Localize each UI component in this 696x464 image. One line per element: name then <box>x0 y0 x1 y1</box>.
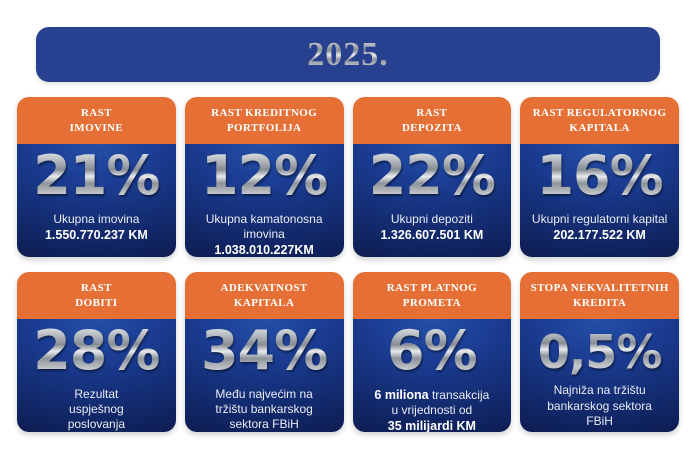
stat-card-body: 16% Ukupni regulatorni kapital 202.177.52… <box>520 144 679 257</box>
stat-desc-line: 6 miliona transakcija <box>374 387 490 402</box>
stat-card-rast-regulatornog-kapitala: RAST REGULATORNOG KAPITALA 16% Ukupni reg… <box>520 97 679 257</box>
stat-desc-line: bankarskog sektora <box>547 398 652 413</box>
stat-card-header: RAST DEPOZITA <box>352 97 512 144</box>
stat-desc-line: Među najvećim na <box>215 386 313 401</box>
stat-desc-line: u vrijednosti od <box>391 403 473 418</box>
stats-grid: RAST IMOVINE 21% Ukupna imovina 1.550.770.… <box>0 97 696 432</box>
stat-desc-line: Ukupna kamatonosna imovina <box>205 211 323 242</box>
stat-description: Ukupna kamatonosna imovina 1.038.010.227K… <box>185 212 344 257</box>
stat-value: 22% <box>368 144 496 207</box>
year-title: 2025. <box>307 35 389 73</box>
stat-value: 0,5% <box>537 325 663 379</box>
stat-desc-line: uspješnog <box>69 402 124 417</box>
stat-card-header: RAST IMOVINE <box>17 97 176 144</box>
stat-card-body: 12% Ukupna kamatonosna imovina 1.038.010.… <box>184 144 344 257</box>
stat-value: 21% <box>33 144 160 207</box>
stat-description: Ukupni regulatorni kapital 202.177.522 KM <box>529 212 670 244</box>
stat-card-body: 28% Rezultat uspješnog poslovanja <box>17 319 176 432</box>
stat-value: 6% <box>387 319 478 382</box>
stat-card-body: 0,5% Najniža na tržištu bankarskog sektor… <box>520 319 679 432</box>
stat-desc-line: Ukupni depoziti <box>390 211 473 226</box>
stat-desc-line: Najniža na tržištu <box>553 383 646 398</box>
stat-card-header: STOPA NEKVALITETNIH KREDITA <box>520 272 679 319</box>
stat-card-header: RAST REGULATORNOG KAPITALA <box>520 97 679 144</box>
stat-value: 34% <box>200 319 328 382</box>
stat-description: 6 miliona transakcija u vrijednosti od 35 … <box>371 387 492 432</box>
stat-card-rast-dobiti: RAST DOBITI 28% Rezultat uspješnog poslovan… <box>17 272 176 432</box>
year-banner: 2025. <box>36 27 660 82</box>
stat-card-rast-kreditnog-portfolija: RAST KREDITNOG PORTFOLIJA 12% Ukupna kama… <box>184 97 344 257</box>
stat-description: Najniža na tržištu bankarskog sektora FBiH <box>544 383 655 429</box>
stat-card-rast-imovine: RAST IMOVINE 21% Ukupna imovina 1.550.770.… <box>17 97 176 257</box>
stat-card-body: 21% Ukupna imovina 1.550.770.237 KM <box>17 144 176 257</box>
stat-desc-line: 1.038.010.227KM <box>214 243 314 257</box>
stat-card-body: 22% Ukupni depoziti 1.326.607.501 KM <box>352 144 512 257</box>
stat-card-stopa-nekvalitetnih-kredita: STOPA NEKVALITETNIH KREDITA 0,5% Najniža … <box>520 272 679 432</box>
stat-card-adekvatnost-kapitala: ADEKVATNOST KAPITALA 34% Među najvećim na… <box>184 272 344 432</box>
stat-description: Rezultat uspješnog poslovanja <box>65 387 128 432</box>
stat-card-header: RAST DOBITI <box>17 272 176 319</box>
stat-card-rast-platnog-prometa: RAST PLATNOG PROMETA 6% 6 miliona transak… <box>352 272 512 432</box>
stat-desc-line: poslovanja <box>67 417 126 432</box>
stat-desc-line: 1.550.770.237 KM <box>44 228 148 243</box>
stat-desc-line: 1.326.607.501 KM <box>380 228 484 243</box>
stat-card-header: RAST KREDITNOG PORTFOLIJA <box>184 97 344 144</box>
stat-value: 12% <box>200 144 328 207</box>
stat-description: Ukupna imovina 1.550.770.237 KM <box>42 212 151 244</box>
stat-desc-line: tržištu bankarskog <box>215 402 313 417</box>
stat-desc-line: Ukupni regulatorni kapital <box>531 211 668 226</box>
stat-desc-line: FBiH <box>586 414 613 429</box>
stat-card-body: 34% Među najvećim na tržištu bankarskog se… <box>184 319 344 432</box>
stat-card-header: ADEKVATNOST KAPITALA <box>184 272 344 319</box>
stat-desc-line: sektora FBiH <box>229 417 299 432</box>
stat-card-header: RAST PLATNOG PROMETA <box>352 272 512 319</box>
stat-desc-line: Ukupna imovina <box>53 211 140 226</box>
stat-description: Ukupni depoziti 1.326.607.501 KM <box>377 212 486 244</box>
stat-desc-line: 202.177.522 KM <box>553 228 646 243</box>
stat-desc-line: 35 milijardi KM <box>387 419 476 432</box>
stat-card-body: 6% 6 miliona transakcija u vrijednosti od… <box>352 319 512 432</box>
stat-desc-line: Rezultat <box>74 386 119 401</box>
stat-description: Među najvećim na tržištu bankarskog sektor… <box>212 387 315 432</box>
stat-value: 28% <box>33 319 160 382</box>
stat-value: 16% <box>536 144 663 207</box>
stat-card-rast-depozita: RAST DEPOZITA 22% Ukupni depoziti 1.326.60… <box>352 97 512 257</box>
